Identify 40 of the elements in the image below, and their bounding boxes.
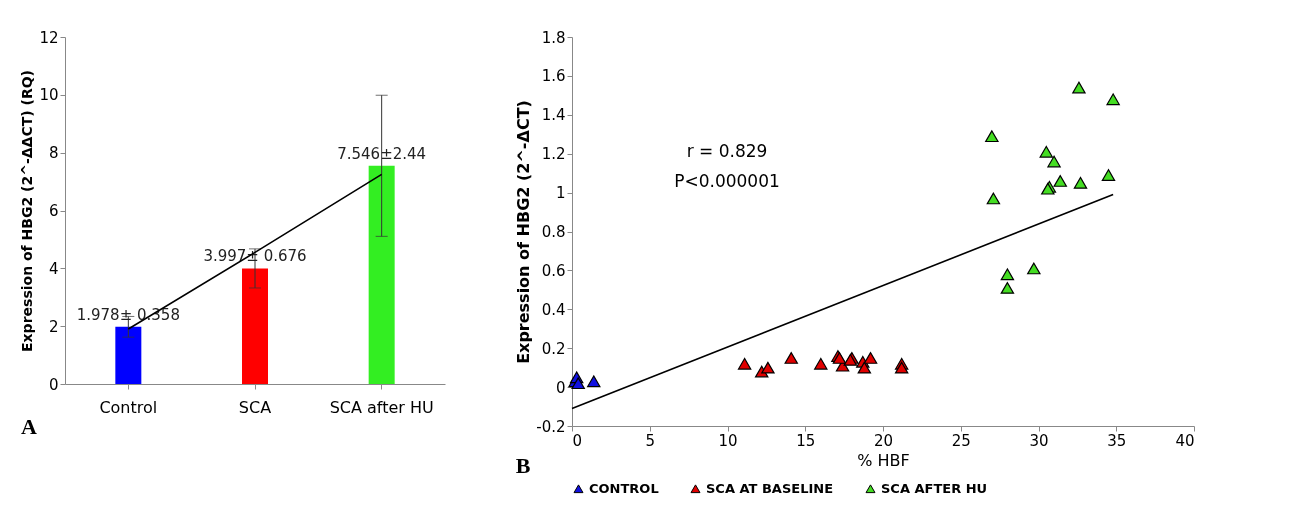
y-tick-label: 1.8	[541, 28, 566, 47]
y-tick-label: 8	[48, 144, 59, 163]
legend-label: CONTROL	[589, 480, 659, 496]
y-tick-label: 0.6	[541, 261, 566, 280]
y-tick-label: 1	[555, 184, 566, 203]
x-tick-label: SCA	[238, 397, 272, 417]
y-tick-label: 6	[48, 202, 59, 220]
x-tick-label: 35	[1107, 431, 1127, 450]
y-tick-label: 0	[48, 375, 59, 394]
x-axis-title: % HBF	[857, 450, 910, 470]
x-tick-label: SCA after HU	[329, 397, 434, 417]
legend-label: SCA AT BASELINE	[706, 480, 834, 496]
y-tick-label: 2	[48, 317, 59, 336]
annotation: P<0.000001	[674, 171, 780, 191]
y-tick-label: 1.2	[541, 145, 566, 164]
x-tick-label: 5	[645, 431, 656, 450]
y-tick-label: 0.2	[541, 339, 566, 358]
x-tick-label: 30	[1029, 431, 1049, 450]
y-tick-label: 0.8	[541, 223, 566, 241]
x-tick-label: 25	[951, 431, 971, 450]
x-tick-label: 0	[572, 431, 583, 450]
y-axis-title: Expression of HBG2 (2^-ΔΔCT) (RQ)	[19, 70, 36, 352]
legend-label: SCA AFTER HU	[881, 480, 988, 496]
y-tick-label: 0.4	[541, 300, 566, 319]
y-tick-label: -0.2	[536, 417, 566, 436]
x-tick-label: Control	[99, 397, 158, 417]
y-tick-label: 1.4	[541, 106, 566, 125]
x-tick-label: 40	[1175, 431, 1195, 450]
x-tick-label: 10	[718, 431, 738, 450]
text: B	[515, 453, 531, 478]
x-tick-label: 15	[796, 431, 816, 450]
x-tick-label: 20	[873, 431, 894, 450]
text: A	[20, 414, 37, 439]
y-tick-label: 12	[39, 28, 59, 47]
y-axis-title: Expression of HBG2 (2^-ΔCT)	[514, 100, 534, 364]
y-tick-label: 4	[48, 259, 59, 278]
y-tick-label: 0	[555, 378, 566, 397]
annotation: r = 0.829	[686, 141, 768, 161]
y-tick-label: 10	[39, 86, 59, 105]
y-tick-label: 1.6	[541, 67, 566, 86]
